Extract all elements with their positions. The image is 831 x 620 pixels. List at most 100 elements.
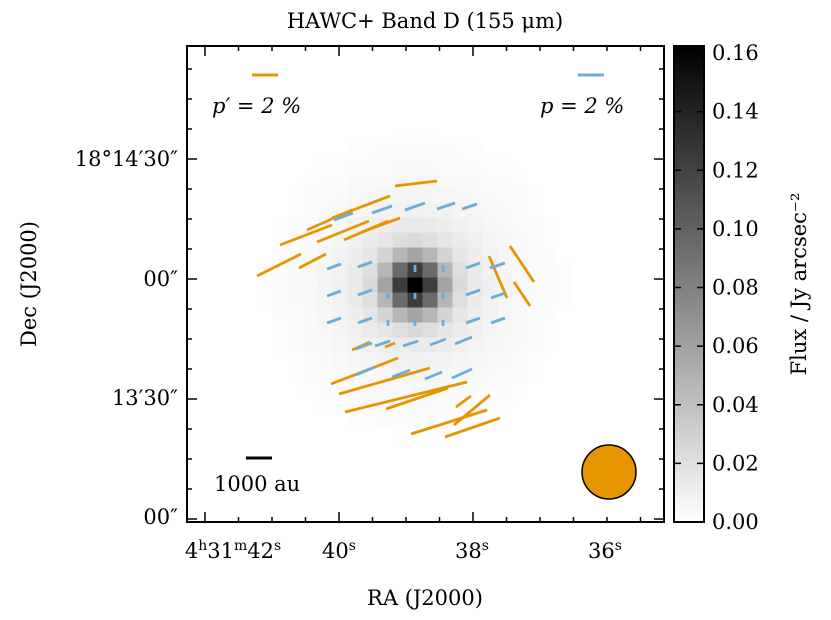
p-vector xyxy=(391,368,411,379)
p-vector xyxy=(357,316,373,325)
map-pixel xyxy=(422,247,438,263)
p-prime-vector xyxy=(298,252,327,270)
map-pixel xyxy=(482,172,498,188)
map-pixel xyxy=(347,277,363,293)
colorbar-label: Flux / Jy arcsec⁻² xyxy=(787,193,811,376)
map-pixel xyxy=(452,352,468,368)
map-pixel xyxy=(392,352,408,368)
map-pixel xyxy=(407,307,423,323)
map-pixel xyxy=(557,262,573,278)
map-pixel xyxy=(407,412,423,428)
map-pixel xyxy=(437,307,453,323)
map-pixel xyxy=(527,292,543,308)
map-pixel xyxy=(422,232,438,248)
map-pixel xyxy=(542,247,558,263)
x-tick-labels: 4h31m42s 40s 38s 36s xyxy=(185,538,622,563)
p-vector xyxy=(490,316,506,325)
map-pixel xyxy=(482,307,498,323)
map-pixel xyxy=(452,172,468,188)
map-pixel xyxy=(482,352,498,368)
map-pixel xyxy=(512,382,528,398)
chart-title: HAWC+ Band D (155 μm) xyxy=(287,9,563,33)
map-pixel xyxy=(437,217,453,233)
map-pixel xyxy=(407,157,423,173)
colorbar-tick-label: 0.16 xyxy=(712,41,759,65)
map-pixel xyxy=(512,307,528,323)
map-pixel xyxy=(422,262,438,278)
colorbar-tick-label: 0.06 xyxy=(712,334,759,358)
map-pixel xyxy=(527,307,543,323)
p-vector xyxy=(454,335,473,346)
colorbar-tick-label: 0.12 xyxy=(712,158,759,182)
map-pixel xyxy=(422,172,438,188)
map-pixel xyxy=(482,382,498,398)
map-pixel xyxy=(527,232,543,248)
map-pixel xyxy=(287,217,303,233)
map-pixel xyxy=(392,127,408,143)
map-pixel xyxy=(302,172,318,188)
map-pixel xyxy=(332,277,348,293)
map-pixel xyxy=(392,142,408,158)
map-pixel xyxy=(452,187,468,203)
y-tick-labels: 18°14′30″ 00″ 13′30″ 00″ xyxy=(75,147,178,529)
map-pixel xyxy=(317,352,333,368)
map-pixel xyxy=(407,352,423,368)
map-pixel xyxy=(332,292,348,308)
map-pixel xyxy=(527,262,543,278)
map-pixel xyxy=(497,337,513,353)
p-prime-vector xyxy=(338,366,431,396)
map-pixel xyxy=(392,307,408,323)
map-pixel xyxy=(392,262,408,278)
map-pixel xyxy=(317,322,333,338)
map-pixel xyxy=(377,412,393,428)
map-pixel xyxy=(527,247,543,263)
map-pixel xyxy=(272,307,288,323)
p-vector xyxy=(333,211,354,222)
map-pixel xyxy=(452,232,468,248)
map-pixel xyxy=(527,352,543,368)
p-prime-vector xyxy=(394,179,438,188)
map-pixel xyxy=(512,217,528,233)
map-pixel xyxy=(422,157,438,173)
map-pixel xyxy=(377,157,393,173)
p-prime-vector xyxy=(256,252,302,278)
map-pixel xyxy=(512,247,528,263)
p-vector xyxy=(451,367,473,380)
map-pixel xyxy=(512,322,528,338)
map-pixel xyxy=(437,157,453,173)
map-pixel xyxy=(392,187,408,203)
map-pixel xyxy=(272,217,288,233)
p-vector xyxy=(465,288,481,297)
map-pixel xyxy=(407,172,423,188)
p-vector xyxy=(490,291,506,300)
map-pixel xyxy=(407,292,423,308)
map-pixel xyxy=(302,307,318,323)
map-pixel xyxy=(422,397,438,413)
plot-frame xyxy=(186,45,665,523)
map-pixel xyxy=(362,352,378,368)
map-pixel xyxy=(482,202,498,218)
map-pixel xyxy=(362,142,378,158)
map-pixel xyxy=(497,262,513,278)
map-pixel xyxy=(482,217,498,233)
map-pixel xyxy=(452,157,468,173)
x-tick-label: 38s xyxy=(455,538,489,563)
p-vector xyxy=(404,201,426,212)
map-pixel xyxy=(452,382,468,398)
map-pixel xyxy=(317,397,333,413)
p-vector xyxy=(357,260,373,269)
map-pixel xyxy=(257,292,273,308)
map-pixel xyxy=(392,412,408,428)
x-tick-label: 40s xyxy=(322,538,356,563)
map-pixel xyxy=(302,352,318,368)
map-pixel xyxy=(332,352,348,368)
map-pixel xyxy=(407,187,423,203)
map-pixel xyxy=(392,202,408,218)
map-pixel xyxy=(407,217,423,233)
map-pixel xyxy=(467,187,483,203)
map-pixel xyxy=(467,157,483,173)
map-pixel xyxy=(407,142,423,158)
p-prime-vector xyxy=(444,416,501,439)
map-pixel xyxy=(467,142,483,158)
p-prime-vector xyxy=(508,245,536,283)
